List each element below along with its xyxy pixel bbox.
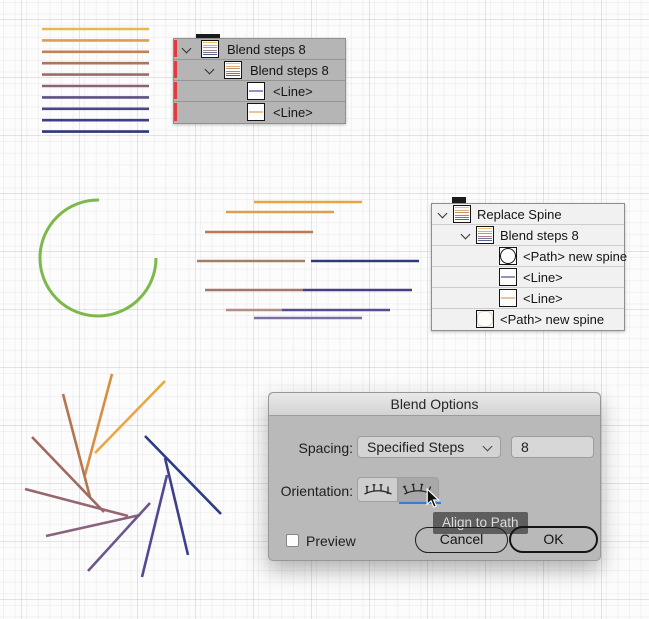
layer-label: <Path> new spine <box>523 249 628 264</box>
blend-line[interactable] <box>94 380 166 454</box>
spacing-dropdown-value: Specified Steps <box>367 439 465 455</box>
layer-thumbnail[interactable] <box>476 310 494 328</box>
align-to-page-icon <box>363 484 392 495</box>
blend-line[interactable] <box>140 474 169 578</box>
spacing-dropdown[interactable]: Specified Steps <box>357 436 501 458</box>
layers-panel-replace-spine: Replace Spine Blend steps 8 <Path> new spi… <box>431 203 628 331</box>
spacing-label: Spacing: <box>298 440 353 456</box>
layer-label: <Line> <box>523 291 563 306</box>
blend-lines-on-spine-group[interactable] <box>197 200 419 320</box>
chevron-down-icon[interactable] <box>460 229 471 240</box>
layer-row[interactable]: <Line> <box>174 81 345 102</box>
blend-line[interactable] <box>31 436 105 513</box>
layer-row[interactable]: Blend steps 8 <box>174 60 345 81</box>
layer-thumbnail[interactable] <box>224 61 242 79</box>
layer-row[interactable]: Blend steps 8 <box>174 39 345 60</box>
layer-thumbnail[interactable] <box>476 226 494 244</box>
layer-row[interactable]: <Line> <box>174 102 345 123</box>
layer-row[interactable]: Blend steps 8 <box>432 225 624 246</box>
layer-row[interactable]: <Line> <box>432 267 624 288</box>
blend-line[interactable] <box>83 373 114 476</box>
layer-label: <Line> <box>523 270 563 285</box>
cancel-button[interactable]: Cancel <box>415 527 508 553</box>
chevron-down-icon[interactable] <box>204 64 215 75</box>
orientation-label: Orientation: <box>280 483 353 499</box>
layer-thumbnail[interactable] <box>201 40 219 58</box>
align-to-path-button[interactable] <box>398 477 439 502</box>
preview-label: Preview <box>306 533 356 549</box>
steps-input[interactable]: 8 <box>511 436 594 458</box>
layer-thumbnail[interactable] <box>499 289 517 307</box>
layer-label: Blend steps 8 <box>250 63 329 78</box>
focus-underline <box>399 502 441 504</box>
chevron-down-icon[interactable] <box>181 43 192 54</box>
layer-row[interactable]: <Line> <box>432 288 624 309</box>
blend-lines-horizontal-group[interactable] <box>42 27 149 133</box>
layer-row[interactable]: Replace Spine <box>432 204 624 225</box>
layer-label: Blend steps 8 <box>227 42 306 57</box>
ok-button[interactable]: OK <box>509 526 598 553</box>
layer-thumbnail[interactable] <box>499 247 517 265</box>
align-to-page-button[interactable] <box>357 477 398 502</box>
chevron-down-icon <box>482 441 493 452</box>
align-to-path-tooltip: Align to Path <box>433 512 528 534</box>
layer-row[interactable]: <Path> new spine <box>432 309 624 330</box>
panel-tab-fragment <box>452 197 466 204</box>
blend-line[interactable] <box>61 393 92 498</box>
layer-label: <Line> <box>273 105 313 120</box>
blend-line[interactable] <box>24 487 129 518</box>
layer-thumbnail[interactable] <box>453 205 471 223</box>
blend-options-dialog: Blend Options Spacing: Specified Steps 8… <box>268 392 601 561</box>
preview-checkbox[interactable] <box>286 534 299 547</box>
selection-indicator <box>174 82 177 99</box>
layer-label: <Line> <box>273 84 313 99</box>
layer-label: Replace Spine <box>477 207 562 222</box>
layer-thumbnail[interactable] <box>247 103 265 121</box>
spine-circle[interactable] <box>38 198 158 318</box>
layer-label: <Path> new spine <box>500 312 605 327</box>
layers-panel-blend: Blend steps 8 Blend steps 8 <Line> <Line> <box>173 38 346 124</box>
selection-indicator <box>174 40 177 57</box>
mouse-cursor-icon <box>426 488 440 508</box>
layer-thumbnail[interactable] <box>247 82 265 100</box>
blend-line[interactable] <box>144 435 222 515</box>
spine-circle-path[interactable] <box>38 198 158 318</box>
layer-thumbnail[interactable] <box>499 268 517 286</box>
chevron-down-icon[interactable] <box>437 208 448 219</box>
blend-line[interactable] <box>87 502 151 572</box>
blend-line[interactable] <box>45 513 141 538</box>
layer-row[interactable]: <Path> new spine <box>432 246 628 267</box>
selection-indicator <box>174 61 177 78</box>
blend-line[interactable] <box>163 457 190 556</box>
selection-indicator <box>174 103 177 121</box>
panel-tab-fragment <box>196 34 220 39</box>
dialog-title: Blend Options <box>269 393 600 416</box>
layer-label: Blend steps 8 <box>500 228 579 243</box>
blend-lines-align-to-path-group[interactable] <box>24 373 222 578</box>
